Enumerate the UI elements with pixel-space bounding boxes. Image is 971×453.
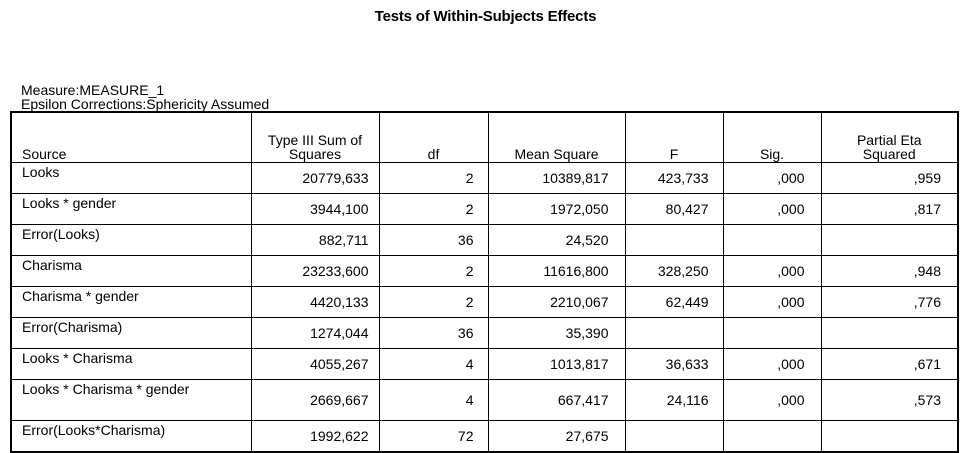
source-cell: Looks * Charisma * gender <box>10 379 252 421</box>
eta-cell: ,671 <box>820 348 959 380</box>
ms-cell: 27,675 <box>487 420 626 453</box>
ss-cell: 4420,133 <box>250 286 380 318</box>
table-row: Error(Charisma) 1274,044 36 35,390 <box>10 317 959 349</box>
column-header-df: df <box>378 111 489 163</box>
df-cell: 4 <box>378 348 489 380</box>
ms-cell: 35,390 <box>487 317 626 349</box>
table-title: Tests of Within-Subjects Effects <box>374 8 597 25</box>
ss-cell: 2669,667 <box>250 379 380 421</box>
f-cell: 328,250 <box>624 255 724 287</box>
f-cell: 80,427 <box>624 193 724 225</box>
within-subjects-effects-table: Source Type III Sum of Squares df Mean S… <box>10 111 959 453</box>
source-cell: Error(Looks*Charisma) <box>10 420 252 453</box>
ss-cell: 1274,044 <box>250 317 380 349</box>
table-row: Looks * gender 3944,100 2 1972,050 80,42… <box>10 193 959 225</box>
eta-cell: ,573 <box>820 379 959 421</box>
sig-cell: ,000 <box>722 193 822 225</box>
table-row: Looks * Charisma * gender 2669,667 4 667… <box>10 379 959 421</box>
sig-cell: ,000 <box>722 379 822 421</box>
table-row: Charisma * gender 4420,133 2 2210,067 62… <box>10 286 959 318</box>
column-header-partial-eta-squared: Partial Eta Squared <box>820 111 959 163</box>
eta-cell <box>820 224 959 256</box>
f-cell: 36,633 <box>624 348 724 380</box>
source-cell: Looks <box>10 162 252 194</box>
df-cell: 2 <box>378 193 489 225</box>
sig-cell <box>722 420 822 453</box>
sig-cell: ,000 <box>722 348 822 380</box>
source-cell: Looks * Charisma <box>10 348 252 380</box>
sig-cell: ,000 <box>722 286 822 318</box>
ms-cell: 2210,067 <box>487 286 626 318</box>
df-cell: 2 <box>378 162 489 194</box>
source-cell: Charisma <box>10 255 252 287</box>
eta-cell <box>820 420 959 453</box>
ss-cell: 882,711 <box>250 224 380 256</box>
ss-cell: 20779,633 <box>250 162 380 194</box>
f-cell: 423,733 <box>624 162 724 194</box>
ss-cell: 23233,600 <box>250 255 380 287</box>
table-row: Looks 20779,633 2 10389,817 423,733 ,000… <box>10 162 959 194</box>
column-header-source: Source <box>10 111 252 163</box>
df-cell: 2 <box>378 286 489 318</box>
eta-cell: ,817 <box>820 193 959 225</box>
sig-cell <box>722 317 822 349</box>
measure-label: Measure:MEASURE_1 <box>21 82 165 98</box>
eta-cell <box>820 317 959 349</box>
df-cell: 36 <box>378 317 489 349</box>
ms-cell: 1013,817 <box>487 348 626 380</box>
column-header-sig: Sig. <box>722 111 822 163</box>
f-cell <box>624 420 724 453</box>
f-cell: 24,116 <box>624 379 724 421</box>
df-cell: 72 <box>378 420 489 453</box>
sig-cell: ,000 <box>722 162 822 194</box>
eta-cell: ,776 <box>820 286 959 318</box>
source-cell: Charisma * gender <box>10 286 252 318</box>
ms-cell: 11616,800 <box>487 255 626 287</box>
column-header-sum-of-squares: Type III Sum of Squares <box>250 111 380 163</box>
sig-cell: ,000 <box>722 255 822 287</box>
source-cell: Error(Looks) <box>10 224 252 256</box>
source-cell: Looks * gender <box>10 193 252 225</box>
source-cell: Error(Charisma) <box>10 317 252 349</box>
df-cell: 4 <box>378 379 489 421</box>
df-cell: 2 <box>378 255 489 287</box>
ms-cell: 1972,050 <box>487 193 626 225</box>
header-row: Source Type III Sum of Squares df Mean S… <box>10 111 959 163</box>
table-row: Error(Looks*Charisma) 1992,622 72 27,675 <box>10 420 959 453</box>
table-row: Error(Looks) 882,711 36 24,520 <box>10 224 959 256</box>
f-cell: 62,449 <box>624 286 724 318</box>
column-header-mean-square: Mean Square <box>487 111 626 163</box>
df-cell: 36 <box>378 224 489 256</box>
epsilon-corrections-label: Epsilon Corrections:Sphericity Assumed <box>21 96 270 112</box>
table-row: Charisma 23233,600 2 11616,800 328,250 ,… <box>10 255 959 287</box>
column-header-f: F <box>624 111 724 163</box>
eta-cell: ,959 <box>820 162 959 194</box>
eta-cell: ,948 <box>820 255 959 287</box>
ss-cell: 4055,267 <box>250 348 380 380</box>
table-row: Looks * Charisma 4055,267 4 1013,817 36,… <box>10 348 959 380</box>
ms-cell: 10389,817 <box>487 162 626 194</box>
ms-cell: 24,520 <box>487 224 626 256</box>
ss-cell: 3944,100 <box>250 193 380 225</box>
ms-cell: 667,417 <box>487 379 626 421</box>
f-cell <box>624 317 724 349</box>
ss-cell: 1992,622 <box>250 420 380 453</box>
f-cell <box>624 224 724 256</box>
sig-cell <box>722 224 822 256</box>
